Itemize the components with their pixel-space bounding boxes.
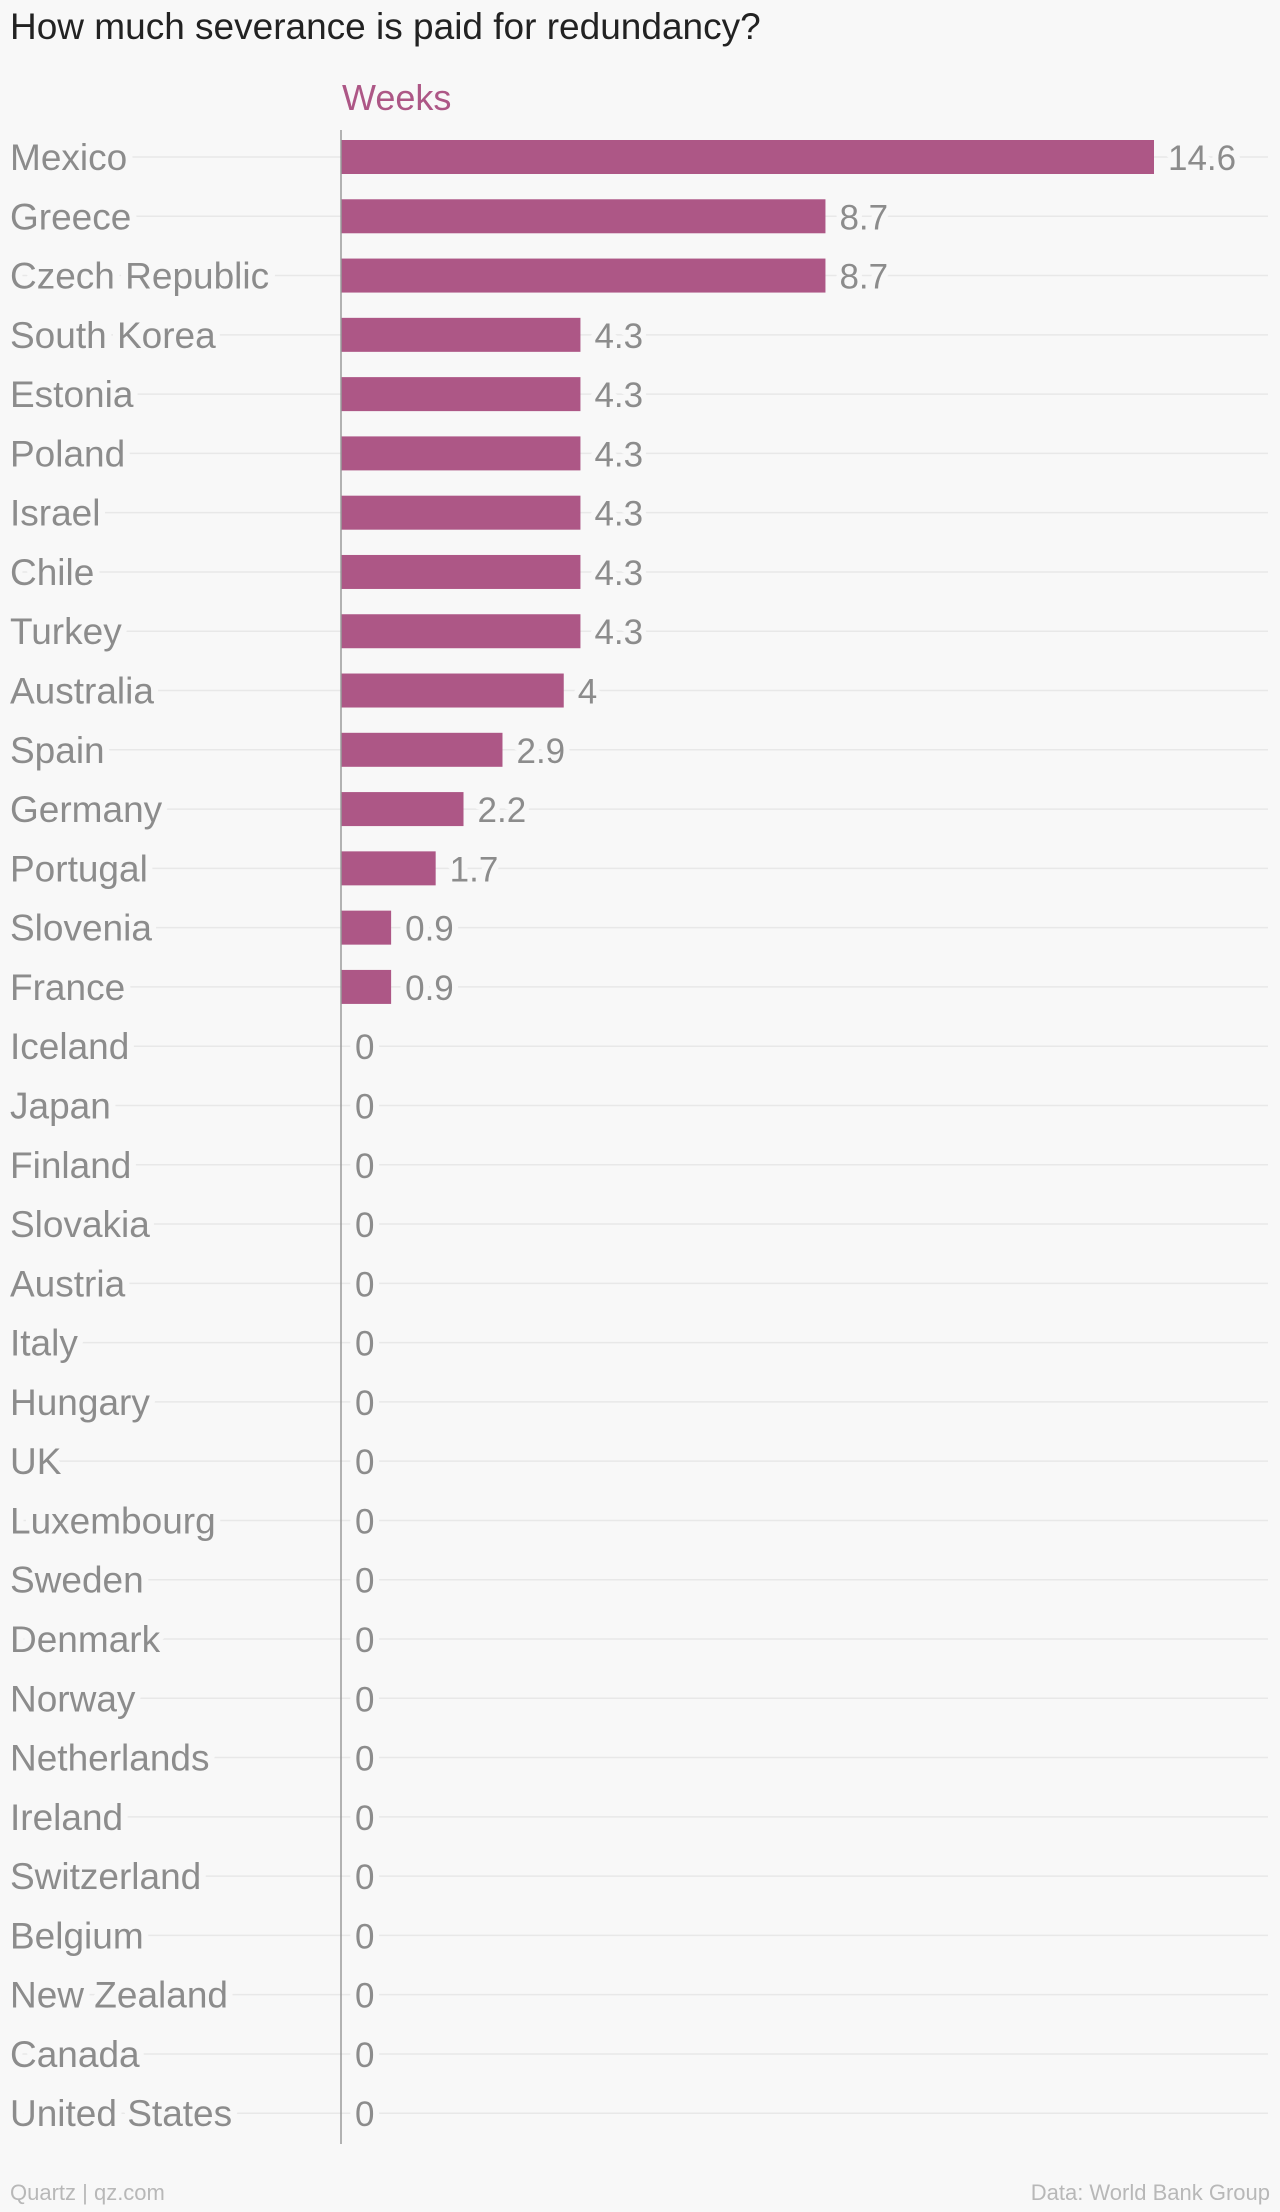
- value-label: 0: [355, 1028, 374, 1067]
- category-label: Israel: [10, 493, 100, 534]
- category-label: South Korea: [10, 315, 216, 356]
- category-label: Germany: [10, 789, 163, 830]
- category-label: Slovakia: [10, 1204, 150, 1245]
- category-label: Greece: [10, 196, 131, 237]
- value-label: 8.7: [839, 258, 888, 297]
- category-label: Luxembourg: [10, 1500, 216, 1541]
- value-label: 4.3: [594, 376, 643, 415]
- x-axis-label: Weeks: [342, 77, 451, 118]
- category-label: Slovenia: [10, 908, 152, 949]
- bar: [341, 614, 581, 649]
- value-label: 0: [355, 1680, 374, 1719]
- value-label: 14.6: [1168, 139, 1236, 178]
- category-label: UK: [10, 1441, 62, 1482]
- value-label: 0: [355, 2036, 374, 2075]
- category-label: Italy: [10, 1323, 78, 1364]
- category-label: Poland: [10, 433, 125, 474]
- value-label: 0: [355, 1384, 374, 1423]
- footer-source-credit: Quartz | qz.com: [10, 2180, 165, 2205]
- bar: [341, 140, 1154, 174]
- category-label: Denmark: [10, 1619, 161, 1660]
- value-label: 0: [355, 1147, 374, 1186]
- category-label: France: [10, 967, 125, 1008]
- value-label: 0: [355, 1265, 374, 1304]
- bar: [341, 258, 826, 293]
- value-label: 0.9: [405, 910, 454, 949]
- value-label: 2.2: [478, 791, 527, 830]
- value-label: 0: [355, 1325, 374, 1364]
- bar: [341, 851, 436, 886]
- category-label: Belgium: [10, 1915, 144, 1956]
- category-label: Turkey: [10, 611, 122, 652]
- value-label: 4: [578, 673, 597, 712]
- bar: [341, 673, 564, 708]
- category-label: Hungary: [10, 1382, 150, 1423]
- value-label: 0: [355, 1621, 374, 1660]
- category-label: Estonia: [10, 374, 134, 415]
- category-label: Norway: [10, 1678, 136, 1719]
- value-label: 0: [355, 1740, 374, 1779]
- value-label: 0: [355, 1087, 374, 1126]
- bar: [341, 910, 392, 945]
- category-label: Spain: [10, 730, 105, 771]
- bar: [341, 732, 503, 767]
- category-label: Austria: [10, 1263, 126, 1304]
- category-label: Mexico: [10, 137, 127, 178]
- category-label: New Zealand: [10, 1975, 228, 2016]
- value-label: 0: [355, 1443, 374, 1482]
- value-label: 0: [355, 1562, 374, 1601]
- bar: [341, 792, 464, 827]
- category-label: Finland: [10, 1145, 131, 1186]
- value-label: 4.3: [594, 495, 643, 534]
- category-label: United States: [10, 2093, 232, 2134]
- bar: [341, 554, 581, 589]
- category-label: Iceland: [10, 1026, 129, 1067]
- category-label: Chile: [10, 552, 94, 593]
- category-label: Japan: [10, 1085, 111, 1126]
- category-label: Switzerland: [10, 1856, 201, 1897]
- chart-title: How much severance is paid for redundanc…: [10, 6, 761, 47]
- category-label: Czech Republic: [10, 256, 269, 297]
- category-label: Canada: [10, 2034, 140, 2075]
- value-label: 4.3: [594, 554, 643, 593]
- bar: [341, 495, 581, 530]
- bar: [341, 199, 826, 234]
- value-label: 4.3: [594, 317, 643, 356]
- value-label: 0: [355, 1799, 374, 1838]
- category-label: Portugal: [10, 848, 148, 889]
- value-label: 0: [355, 1206, 374, 1245]
- category-label: Netherlands: [10, 1738, 210, 1779]
- value-label: 0: [355, 1858, 374, 1897]
- value-label: 0.9: [405, 969, 454, 1008]
- bar: [341, 377, 581, 412]
- value-label: 2.9: [516, 732, 565, 771]
- value-label: 4.3: [594, 613, 643, 652]
- category-label: Ireland: [10, 1797, 123, 1838]
- bar: [341, 969, 392, 1004]
- value-label: 0: [355, 2095, 374, 2134]
- value-label: 0: [355, 1977, 374, 2016]
- value-label: 1.7: [450, 850, 499, 889]
- category-label: Sweden: [10, 1560, 144, 1601]
- value-label: 0: [355, 1502, 374, 1541]
- value-label: 8.7: [839, 198, 888, 237]
- category-label: Australia: [10, 671, 154, 712]
- footer-data-credit: Data: World Bank Group: [1030, 2180, 1270, 2205]
- bar: [341, 436, 581, 471]
- value-label: 0: [355, 1917, 374, 1956]
- bar: [341, 317, 581, 352]
- value-label: 4.3: [594, 435, 643, 474]
